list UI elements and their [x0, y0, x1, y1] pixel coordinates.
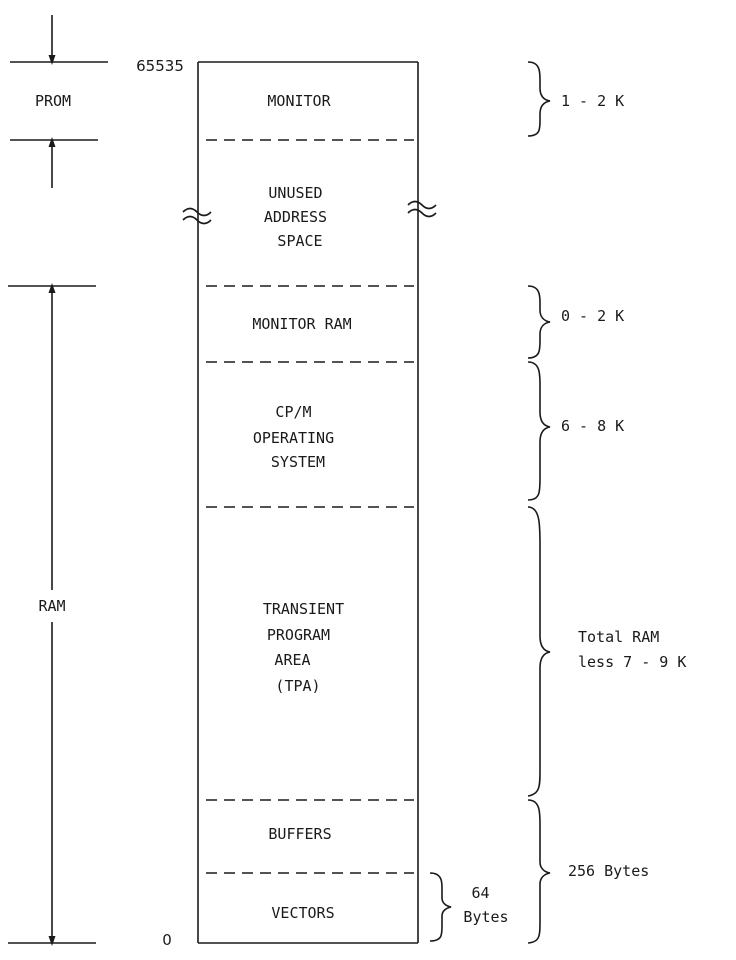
size-label-cpm: 6 - 8 K [561, 417, 624, 435]
size-label-monitor-ram: 0 - 2 K [561, 307, 624, 325]
break-mark-left-lower [182, 215, 212, 225]
address-top-label: 65535 [136, 57, 184, 75]
ram-region-marker: RAM [8, 283, 96, 946]
break-mark-left-upper [182, 207, 212, 217]
size-label-monitor: 1 - 2 K [561, 92, 624, 110]
size-label-tpa: Total RAM less 7 - 9 K [578, 628, 686, 671]
ram-label-background [30, 593, 76, 619]
brace-cpm [527, 361, 551, 501]
address-bottom-label: 0 [162, 931, 172, 949]
brace-vectors [429, 872, 452, 942]
size-label-buffers-vectors: 256 Bytes [568, 862, 649, 880]
segment-label-vectors: VECTORS [271, 904, 334, 922]
break-mark-right-upper [407, 200, 437, 210]
size-label-vectors: 64 Bytes [463, 884, 508, 926]
brace-monitor [527, 61, 551, 137]
break-mark-right-lower [407, 208, 437, 218]
segment-label-monitor-ram: MONITOR RAM [252, 315, 351, 333]
ram-label: RAM [38, 597, 65, 615]
memory-column [197, 61, 419, 944]
address-break-marks [182, 200, 437, 225]
segment-label-unused-address-space: UNUSED ADDRESS SPACE [264, 184, 336, 250]
brace-tpa [527, 506, 551, 797]
brace-monitor-ram [527, 285, 551, 359]
prom-label: PROM [35, 92, 71, 110]
brace-buffers-vectors [527, 799, 551, 944]
segment-label-monitor: MONITOR [267, 92, 331, 110]
size-annotations: 1 - 2 K 0 - 2 K 6 - 8 K Total RAM less 7… [429, 61, 686, 944]
segment-labels: MONITOR UNUSED ADDRESS SPACE MONITOR RAM… [252, 92, 353, 922]
segment-label-transient-program-area: TRANSIENT PROGRAM AREA (TPA) [263, 600, 353, 695]
segment-label-cpm-operating-system: CP/M OPERATING SYSTEM [253, 403, 343, 471]
prom-region-marker: PROM [10, 15, 108, 188]
segment-label-buffers: BUFFERS [268, 825, 331, 843]
